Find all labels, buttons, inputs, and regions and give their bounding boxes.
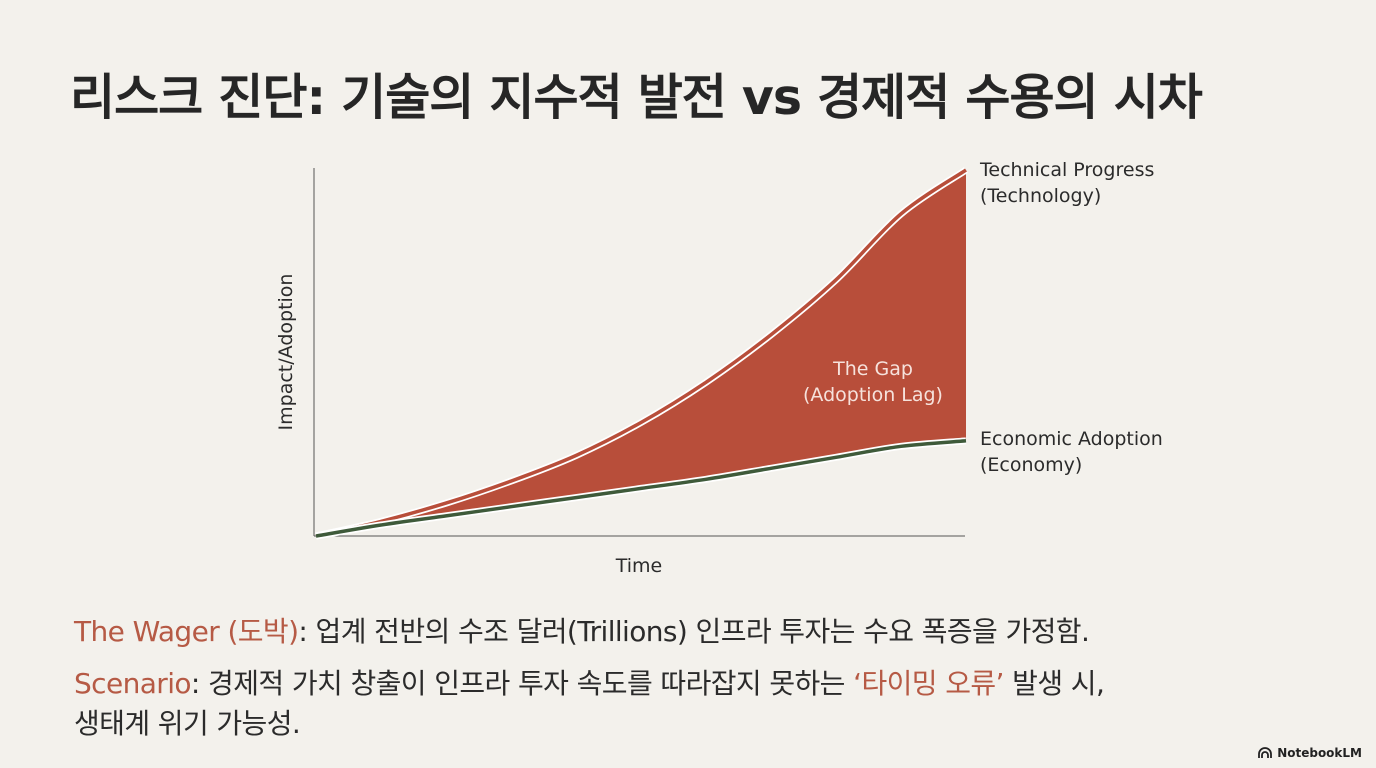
scenario-label: Scenario — [74, 667, 192, 700]
scenario-statement-continued: 생태계 위기 가능성. — [74, 702, 301, 742]
notebooklm-logo-icon — [1258, 747, 1273, 758]
gap-label-line-2: (Adoption Lag) — [803, 384, 943, 406]
slide-title: 리스크 진단: 기술의 지수적 발전 vs 경제적 수용의 시차 — [70, 69, 1203, 126]
technology-series-label-line-2: (Technology) — [980, 185, 1101, 207]
economy-line — [315, 439, 967, 538]
brand-name: NotebookLM — [1277, 746, 1362, 760]
gap-area — [316, 170, 966, 536]
gap-label-line-1: The Gap — [832, 358, 913, 380]
x-axis-label: Time — [615, 555, 663, 577]
scenario-text-1: : 경제적 가치 창출이 인프라 투자 속도를 따라잡지 못하는 — [190, 667, 854, 700]
technology-line — [315, 168, 967, 538]
economy-series-label-line-2: (Economy) — [980, 454, 1082, 476]
wager-text: : 업계 전반의 수조 달러(Trillions) 인프라 투자는 수요 폭증을… — [298, 615, 1090, 648]
technology-series-label-line-1: Technical Progress — [979, 159, 1154, 181]
scenario-statement: Scenario: 경제적 가치 창출이 인프라 투자 속도를 따라잡지 못하는… — [74, 662, 1105, 702]
brand-watermark: NotebookLM — [1257, 746, 1362, 760]
economy-series-label-line-1: Economic Adoption — [980, 428, 1163, 450]
wager-label: The Wager (도박) — [74, 615, 299, 648]
scenario-text-2: 발생 시, — [1003, 667, 1105, 700]
scenario-highlight: ‘타이밍 오류’ — [853, 667, 1004, 700]
scenario-text-3: 생태계 위기 가능성. — [74, 707, 301, 740]
wager-statement: The Wager (도박): 업계 전반의 수조 달러(Trillions) … — [74, 610, 1090, 650]
gap-area-chart: The Gap (Adoption Lag) Technical Progres… — [275, 159, 1163, 577]
y-axis-label: Impact/Adoption — [275, 274, 297, 431]
